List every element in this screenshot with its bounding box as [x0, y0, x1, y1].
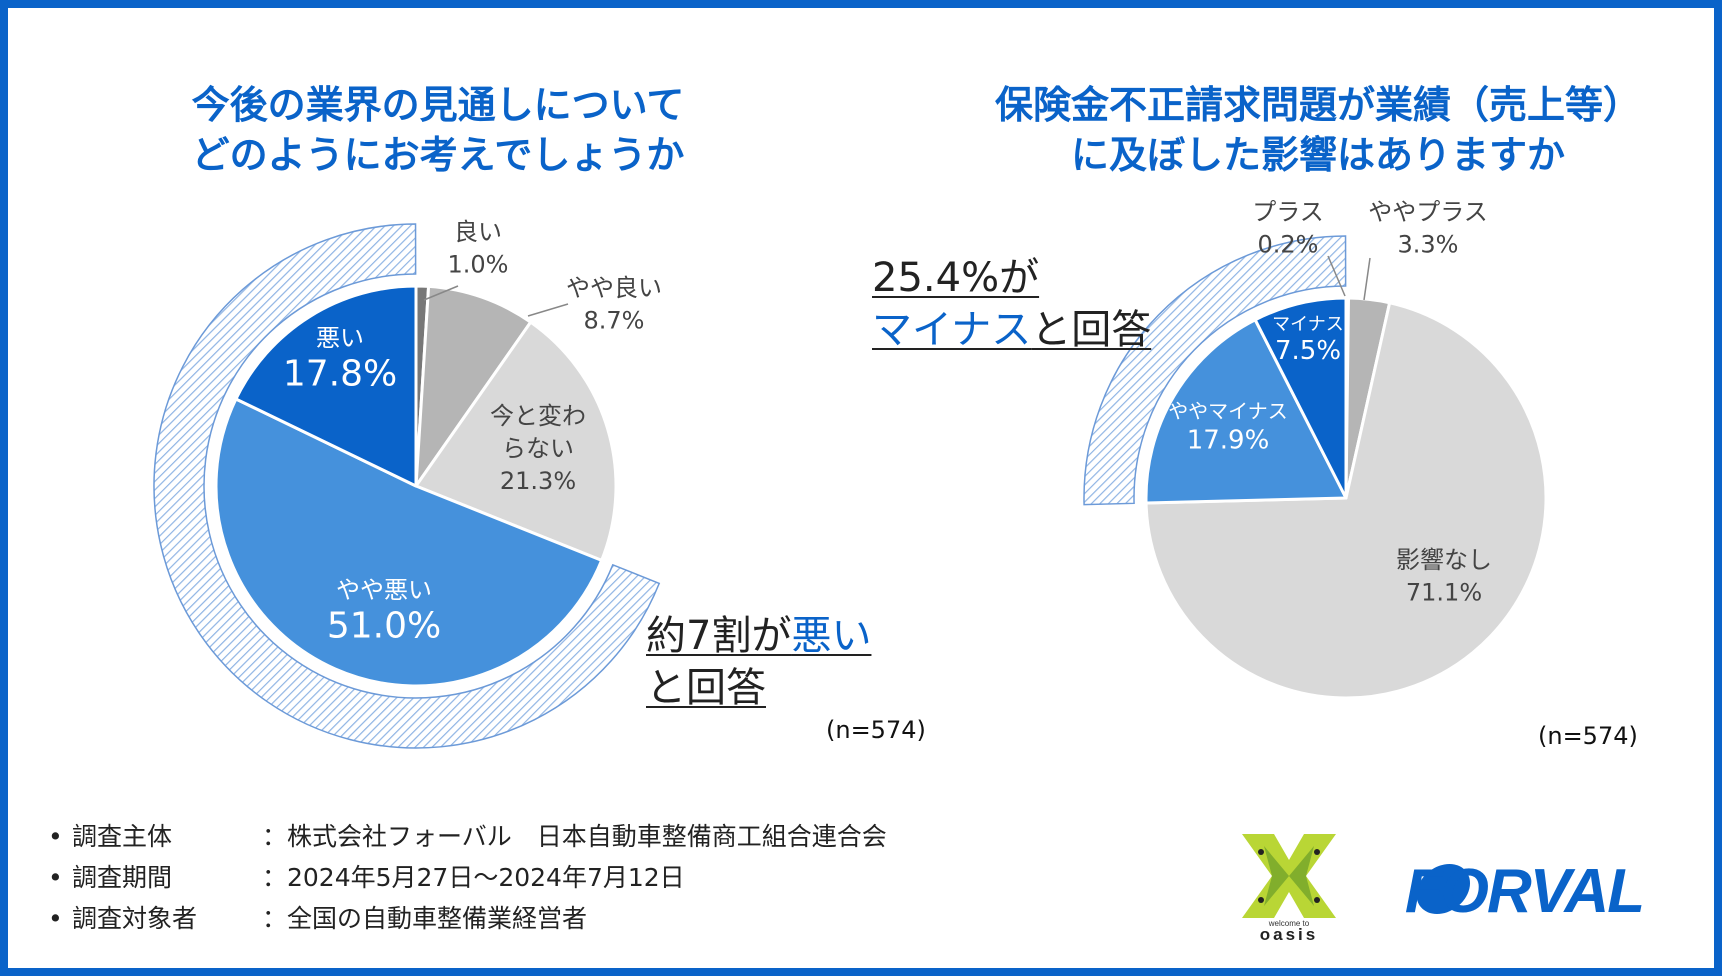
oasis-logo: welcome to oasis: [1242, 834, 1336, 942]
charts-canvas: 良い1.0%やや良い8.7%今と変わらない21.3%やや悪い51.0%悪い17.…: [153, 198, 1548, 749]
slice-label: 影響なし: [1396, 546, 1492, 574]
pie-slice: [234, 284, 418, 488]
leader-line: [1327, 255, 1346, 297]
oasis-name: oasis: [1260, 925, 1318, 942]
pie-slice: [414, 284, 533, 488]
pie-slice: [1253, 296, 1348, 500]
survey-label: 調査主体: [72, 822, 173, 851]
slice-value-label: 3.3%: [1398, 230, 1459, 258]
bullet: •: [48, 863, 63, 892]
right-callout-line1: 25.4%が: [872, 255, 1040, 301]
leader-line: [423, 285, 459, 301]
survey-row-period: • 調査期間 ：2024年5月27日～2024年7月12日: [48, 857, 887, 898]
leader-line: [1363, 257, 1371, 301]
left-callout-prefix: 約7割が: [646, 613, 792, 659]
slice-label: ややマイナス: [1168, 399, 1288, 423]
slice-value-label: 8.7%: [584, 306, 645, 334]
right-pie-chart: プラス 0.2% ややプラス 3.3% 影響なし 71.1% ややマイナス 17.9% マイナス…: [1083, 198, 1548, 700]
left-callout: 約7割が悪い と回答: [646, 610, 871, 714]
pie-slice: [414, 320, 618, 562]
left-callout-highlight: 悪い: [791, 613, 872, 659]
oasis-tagline: welcome to: [1268, 919, 1310, 928]
highlight-ring: [1083, 235, 1347, 506]
right-title-line1: 保険金不正請求問題が業績（売上等）: [994, 83, 1641, 127]
right-callout-suffix: と回答: [1031, 307, 1152, 353]
right-callout-highlight: マイナス: [872, 307, 1032, 353]
slice-label: ややプラス: [1368, 198, 1488, 226]
slice-label: やや悪い: [336, 576, 432, 604]
bullet: •: [48, 904, 63, 933]
oasis-x-inner: [1264, 846, 1314, 906]
bullet: •: [48, 822, 63, 851]
left-chart-title: 今後の業界の見通しについて どのようにお考えでしょうか: [88, 80, 788, 180]
survey-label: 調査期間: [72, 863, 173, 892]
slice-label: やや良い: [566, 274, 662, 302]
pie-slice: [214, 397, 604, 688]
survey-value: ：2024年5月27日～2024年7月12日: [262, 863, 685, 892]
leader-line: [527, 303, 569, 317]
right-title-line2: に及ぼした影響はありますか: [1070, 133, 1565, 177]
slice-value-label: 17.9%: [1187, 426, 1270, 456]
right-callout: 25.4%が マイナスと回答: [872, 252, 1151, 356]
slice-label: 悪い: [316, 324, 364, 352]
left-title-line2: どのようにお考えでしょうか: [191, 133, 685, 177]
slice-value-label: 0.2%: [1258, 230, 1319, 258]
slice-label: 今と変わ: [490, 402, 586, 430]
right-chart-title: 保険金不正請求問題が業績（売上等） に及ぼした影響はありますか: [928, 80, 1708, 180]
left-callout-line2: と回答: [646, 665, 766, 711]
slice-value-label: 21.3%: [500, 467, 576, 495]
survey-value: ：全国の自動車整備業経営者: [262, 904, 588, 933]
pie-slice: [1144, 318, 1348, 505]
survey-info: • 調査主体 ：株式会社フォーバル 日本自動車整備商工組合連合会 • 調査期間 …: [48, 816, 887, 939]
highlight-ring: [153, 223, 661, 749]
slice-value-label: 1.0%: [448, 250, 509, 278]
left-sample-size: (n=574): [826, 716, 926, 744]
slice-value-label: 51.0%: [327, 606, 441, 647]
slice-label: らない: [502, 434, 574, 462]
slice-value-label: 71.1%: [1406, 578, 1482, 606]
survey-row-target: • 調査対象者 ：全国の自動車整備業経営者: [48, 898, 887, 939]
slice-value-label: 7.5%: [1275, 336, 1341, 366]
slice-value-label: 17.8%: [283, 354, 397, 395]
forval-logo: FORVAL: [1405, 857, 1645, 924]
forval-wordmark: FORVAL: [1405, 857, 1643, 924]
forval-globe-icon: [1416, 864, 1471, 914]
left-title-line1: 今後の業界の見通しについて: [191, 83, 685, 127]
survey-label: 調査対象者: [72, 904, 198, 933]
slice-label: プラス: [1252, 198, 1324, 226]
right-sample-size: (n=574): [1538, 722, 1638, 750]
pie-slice: [1144, 301, 1548, 700]
slice-label: 良い: [454, 218, 502, 246]
survey-row-organizer: • 調査主体 ：株式会社フォーバル 日本自動車整備商工組合連合会: [48, 816, 887, 857]
slice-label: マイナス: [1272, 314, 1344, 335]
survey-value: ：株式会社フォーバル 日本自動車整備商工組合連合会: [262, 822, 887, 851]
